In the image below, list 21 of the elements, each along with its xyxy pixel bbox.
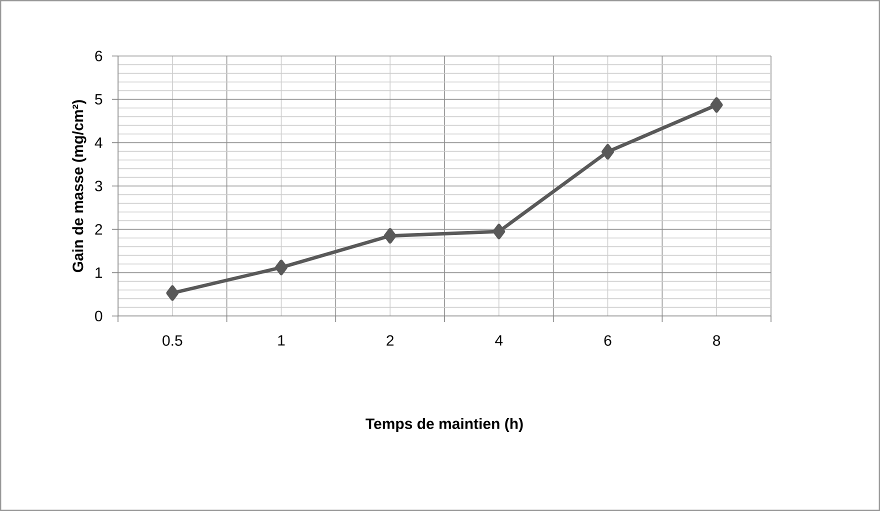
y-tick-label: 1 — [96, 268, 102, 278]
y-tick-label: 0 — [95, 310, 102, 322]
x-tick-label: 6 — [604, 335, 612, 346]
point — [492, 224, 506, 240]
x-axis-title: Temps de maintien (h) — [366, 418, 523, 432]
y-tick-label: 2 — [95, 224, 102, 235]
point — [275, 260, 288, 276]
y-axis-title: Gain de masse (mg/cm²) — [72, 100, 86, 272]
point — [710, 97, 723, 113]
y-tick-label: 6 — [95, 50, 102, 62]
x-tick-label: 0.5 — [162, 335, 182, 346]
point — [166, 285, 179, 301]
y-tick-label: 4 — [94, 138, 102, 148]
x-tick-label: 4 — [495, 335, 503, 346]
y-tick-label: 5 — [95, 94, 102, 105]
point — [602, 144, 614, 160]
x-tick-label: 8 — [713, 335, 720, 346]
x-tick-label: 1 — [278, 335, 285, 346]
y-tick-label: 3 — [95, 180, 102, 192]
point — [384, 228, 396, 244]
x-tick-label: 2 — [386, 335, 394, 346]
